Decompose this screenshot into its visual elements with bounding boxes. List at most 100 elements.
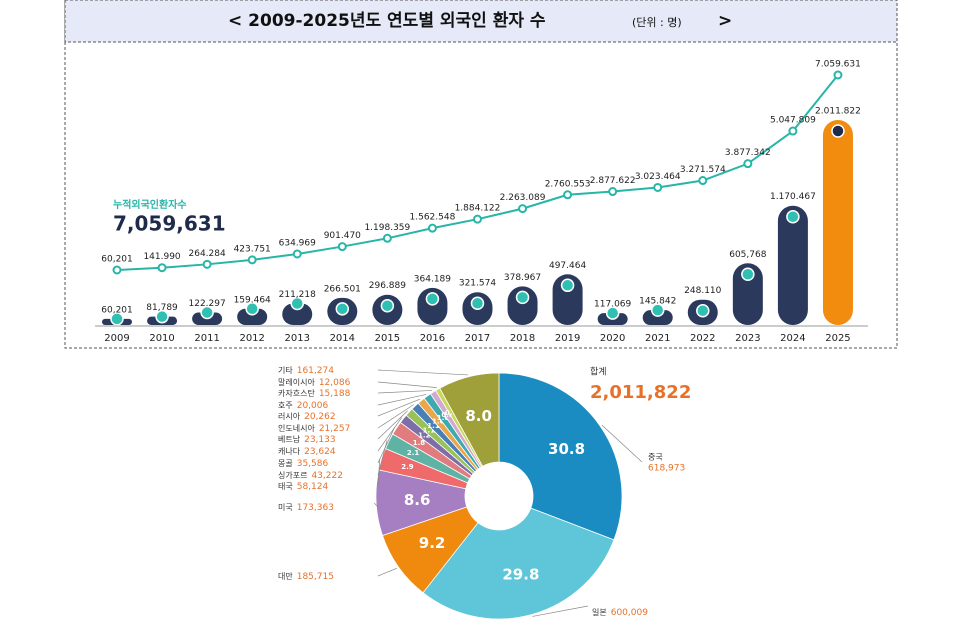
legend-entry: 미국 173,363 <box>278 503 334 513</box>
slice-label: 1.8 <box>413 439 426 447</box>
count-label: 600,009 <box>611 608 648 618</box>
bar <box>282 303 313 325</box>
leader-line <box>377 417 402 452</box>
bar-value-label: 2.011.822 <box>815 107 861 117</box>
line-value-label: 141.990 <box>143 252 180 262</box>
slice-label: 1.2 <box>418 432 431 440</box>
line-point <box>608 187 618 197</box>
line-series-name: 누적외국인환자수 <box>113 198 187 211</box>
legend-entry: 베트남 23,133 <box>278 435 336 445</box>
legend-entry: 인도네시아 21,257 <box>278 423 350 434</box>
bar-cap <box>605 306 620 320</box>
bar-cap <box>425 292 440 306</box>
title-band <box>64 0 898 43</box>
bar-cap <box>650 303 665 317</box>
leader-line <box>377 390 433 394</box>
line-value-label: 3.271.574 <box>680 165 726 175</box>
bar-value-label: 117.069 <box>594 300 631 310</box>
line-point <box>247 255 257 265</box>
bar <box>552 274 583 325</box>
bar-value-label: 122.297 <box>189 299 226 309</box>
count-label: 20,006 <box>297 401 329 411</box>
x-tick-label: 2015 <box>375 333 400 344</box>
bar-cap <box>696 303 710 318</box>
bar <box>822 120 853 325</box>
x-tick-label: 2020 <box>600 333 625 344</box>
legend-entry: 말레이시아 12,086 <box>278 377 351 388</box>
category-label: 호주 <box>278 401 293 410</box>
bar-cap <box>110 312 124 326</box>
slice-label: 29.8 <box>502 566 539 584</box>
category-label: 카자흐스탄 <box>278 388 315 398</box>
line-value-label: 901.470 <box>324 231 361 241</box>
line-point <box>518 204 528 214</box>
bar-cap <box>155 309 169 324</box>
line-value-label: 3.877.342 <box>725 148 771 158</box>
legend-entry: 태국 58,124 <box>278 482 328 492</box>
bar-value-label: 605,768 <box>729 250 766 260</box>
leader-line <box>532 605 589 617</box>
slice-label: 1.1 <box>427 422 440 430</box>
leader-line <box>377 381 437 388</box>
line-point <box>698 176 708 186</box>
bar-value-label: 321.574 <box>459 279 496 289</box>
count-label: 618,973 <box>648 464 685 474</box>
line-value-label: 634.969 <box>279 238 316 248</box>
leader-line <box>601 424 643 463</box>
bar-cap <box>515 290 530 305</box>
bar-cap <box>470 296 485 310</box>
leader-line <box>377 369 468 376</box>
line-value-label: 3.023.464 <box>635 172 681 182</box>
cumulative-total: 7,059,631 <box>113 212 226 236</box>
total-value: 2,011,822 <box>590 382 691 403</box>
category-label: 말레이시아 <box>278 377 315 387</box>
count-label: 21,257 <box>319 424 351 434</box>
count-label: 161,274 <box>297 366 334 376</box>
bar-value-label: 248.110 <box>684 286 721 296</box>
line-value-label: 264.284 <box>189 249 226 259</box>
category-label: 일본 <box>592 608 607 617</box>
bar-cap <box>380 298 395 313</box>
legend-entry: 일본 600,009 <box>592 608 648 618</box>
category-label: 몽골 <box>278 459 293 468</box>
line-value-label: 1.884.122 <box>455 204 501 214</box>
line-value-label: 60,201 <box>101 255 133 265</box>
category-label: 베트남 <box>278 435 301 444</box>
leader-line <box>377 567 398 577</box>
line-point <box>563 190 573 200</box>
slice-label: 1.1 <box>423 427 436 435</box>
count-label: 35,586 <box>297 459 329 469</box>
leader-line <box>377 426 396 464</box>
x-tick-label: 2012 <box>239 333 264 344</box>
line-point <box>337 242 347 252</box>
category-label: 기타 <box>278 366 293 375</box>
slice-label: 1.0 <box>432 418 445 426</box>
x-tick-label: 2017 <box>465 333 490 344</box>
x-tick-label: 2009 <box>104 333 129 344</box>
title-close: > <box>718 11 732 31</box>
x-tick-label: 2023 <box>735 333 760 344</box>
line-point <box>112 265 122 275</box>
bar-value-label: 378.967 <box>504 273 541 283</box>
slice-label: 2.1 <box>407 449 420 457</box>
x-tick-label: 2025 <box>825 333 850 344</box>
bar-cap <box>741 267 755 282</box>
bar-value-label: 266.501 <box>324 284 361 294</box>
bar-value-label: 1.170.467 <box>770 192 816 202</box>
line-point <box>743 159 753 169</box>
bar <box>237 308 268 325</box>
unit: (단위 : 명) <box>632 16 682 29</box>
count-label: 20,262 <box>304 412 336 422</box>
line-value-label: 1.562.548 <box>410 213 456 223</box>
legend-entry: 싱가포르 43,222 <box>278 470 343 481</box>
line-value-label: 2.760.553 <box>545 179 591 189</box>
bar-value-label: 497.464 <box>549 261 586 271</box>
line-point <box>427 223 437 233</box>
category-label: 대만 <box>278 572 293 581</box>
chart-title: < 2009-2025년도 연도별 외국인 환자 수 <box>228 11 546 31</box>
line-value-label: 1.198.359 <box>364 223 410 233</box>
bar-cap <box>786 209 800 224</box>
slice-label: 1.0 <box>437 414 450 422</box>
bar <box>732 263 763 325</box>
